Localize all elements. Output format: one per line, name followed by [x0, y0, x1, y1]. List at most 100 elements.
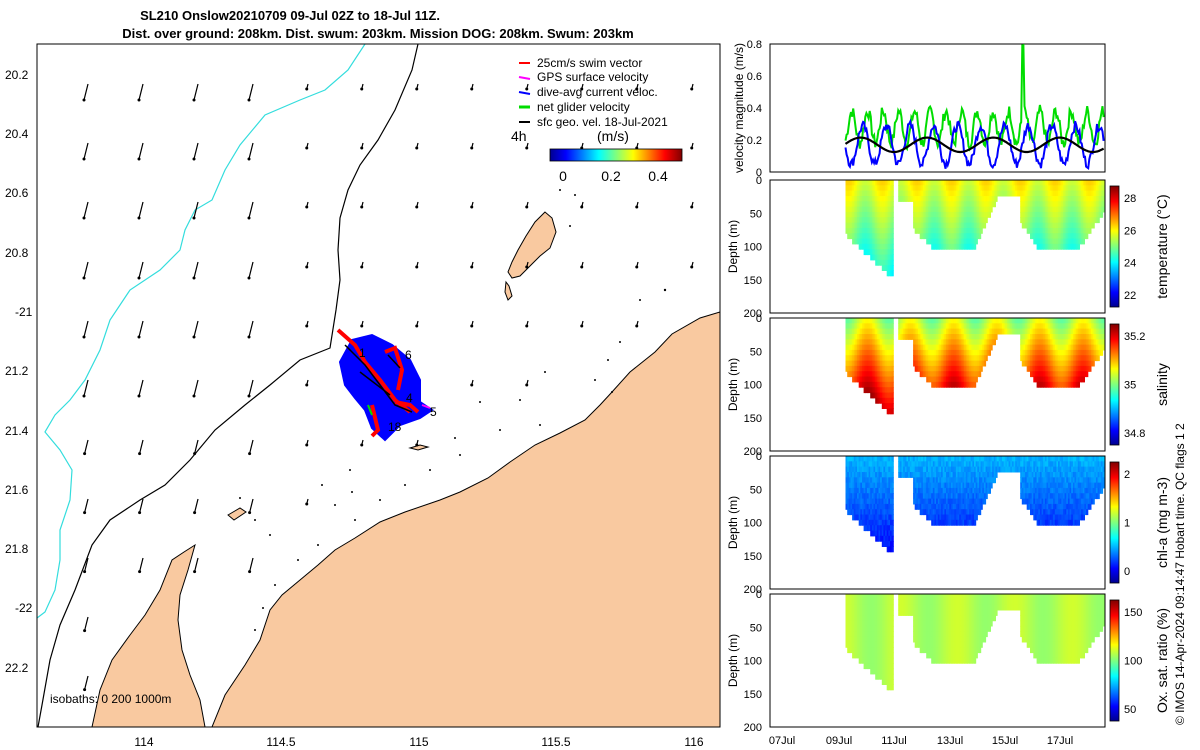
heatmap-cell [965, 238, 968, 245]
heatmap-cell [947, 482, 950, 489]
heatmap-cell [891, 259, 894, 266]
heatmap-cell [881, 328, 884, 335]
heatmap-cell [1021, 318, 1024, 324]
heatmap-cell [1041, 509, 1044, 516]
heatmap-cell [888, 461, 891, 468]
heatmap-cell [987, 201, 990, 208]
heatmap-cell [904, 334, 907, 340]
heatmap-cell [1066, 318, 1069, 324]
heatmap-cell [863, 201, 866, 208]
heatmap-cell [931, 217, 934, 224]
heatmap-cell [942, 487, 945, 494]
heatmap-cell [944, 201, 947, 208]
heatmap-cell [949, 487, 952, 494]
heatmap-cell [1064, 196, 1067, 202]
heatmap-cell [904, 180, 907, 186]
heatmap-cell [949, 482, 952, 489]
heatmap-cell [988, 206, 991, 213]
current-vector-head [82, 216, 86, 220]
heatmap-cell [1048, 238, 1051, 245]
heatmap-cell [932, 487, 935, 494]
heatmap-cell [888, 243, 891, 250]
heatmap-cell [931, 334, 934, 340]
heatmap-cell [1026, 355, 1029, 362]
heatmap-cell [1033, 196, 1036, 202]
heatmap-cell [1028, 211, 1031, 218]
heatmap-cell [880, 381, 883, 388]
heatmap-cell [890, 270, 893, 277]
heatmap-cell [862, 196, 865, 202]
heatmap-cell [983, 461, 987, 468]
heatmap-cell [845, 487, 848, 494]
heatmap-cell [929, 180, 932, 186]
heatmap-cell [969, 477, 972, 484]
heatmap-cell [1053, 461, 1056, 468]
heatmap-cell [891, 265, 894, 271]
heatmap-cell [883, 318, 886, 324]
heatmap-cell [1071, 222, 1074, 229]
heatmap-cell [926, 349, 929, 356]
heatmap-cell [1039, 365, 1043, 372]
heatmap-cell [1044, 339, 1048, 346]
heatmap-cell [1030, 318, 1033, 324]
heatmap-cell [850, 503, 853, 510]
heatmap-cell [913, 206, 916, 213]
heatmap-cell [888, 397, 891, 404]
heatmap-cell [1058, 461, 1061, 468]
heatmap-cell [891, 360, 894, 367]
heatmap-cell [937, 514, 940, 521]
heatmap-cell [957, 180, 960, 186]
heatmap-cell [881, 206, 884, 213]
heatmap-cell [847, 211, 850, 218]
heatmap-cell [926, 456, 929, 462]
heatmap-cell [929, 503, 932, 510]
heatmap-cell [1064, 482, 1067, 489]
heatmap-cell [1072, 334, 1076, 340]
heatmap-cell [1069, 201, 1072, 208]
heatmap-cell [878, 472, 881, 478]
heatmap-cell [881, 243, 884, 250]
heatmap-cell [1048, 519, 1051, 526]
heatmap-cell [1066, 519, 1069, 526]
heatmap-cell [970, 180, 973, 186]
heatmap-cell [962, 344, 965, 351]
heatmap-cell [957, 227, 960, 234]
heatmap-cell [871, 222, 875, 229]
x-tick: 115.5 [541, 735, 570, 749]
heatmap-cell [1066, 503, 1069, 510]
heatmap-cell [866, 180, 870, 186]
heatmap-cell [866, 227, 870, 234]
heatmap-cell [979, 371, 982, 378]
heatmap-cell [926, 328, 929, 335]
heatmap-cell [1086, 339, 1089, 346]
heatmap-cell [891, 397, 894, 404]
heatmap-cell [1048, 196, 1051, 202]
heatmap-cell [972, 349, 975, 356]
heatmap-cell [1051, 482, 1054, 489]
heatmap-cell [1061, 222, 1064, 229]
heatmap-cell [1043, 201, 1046, 208]
heatmap-cell [987, 456, 990, 462]
heatmap-cell [1044, 466, 1048, 473]
heatmap-cell [860, 201, 863, 208]
heatmap-cell [1071, 344, 1074, 351]
heatmap-cell [1030, 349, 1033, 356]
heatmap-cell [888, 180, 891, 186]
heatmap-cell [951, 349, 954, 356]
heatmap-cell [929, 190, 932, 197]
heatmap-cell [1030, 509, 1033, 516]
heatmap-cell [970, 487, 973, 494]
current-vector-head [580, 205, 584, 209]
heatmap-cell [1074, 355, 1077, 362]
heatmap-cell [871, 381, 875, 388]
heatmap-cell [876, 487, 879, 494]
heatmap-cell [865, 519, 868, 526]
heatmap-cell [934, 222, 937, 229]
heatmap-cell [949, 185, 952, 192]
heatmap-cell [1081, 371, 1084, 378]
heatmap-cell [848, 217, 851, 224]
heatmap-cell [875, 392, 878, 399]
heatmap-cell [888, 498, 891, 505]
heatmap-cell [1063, 227, 1066, 234]
depth-tick: 50 [750, 208, 762, 220]
